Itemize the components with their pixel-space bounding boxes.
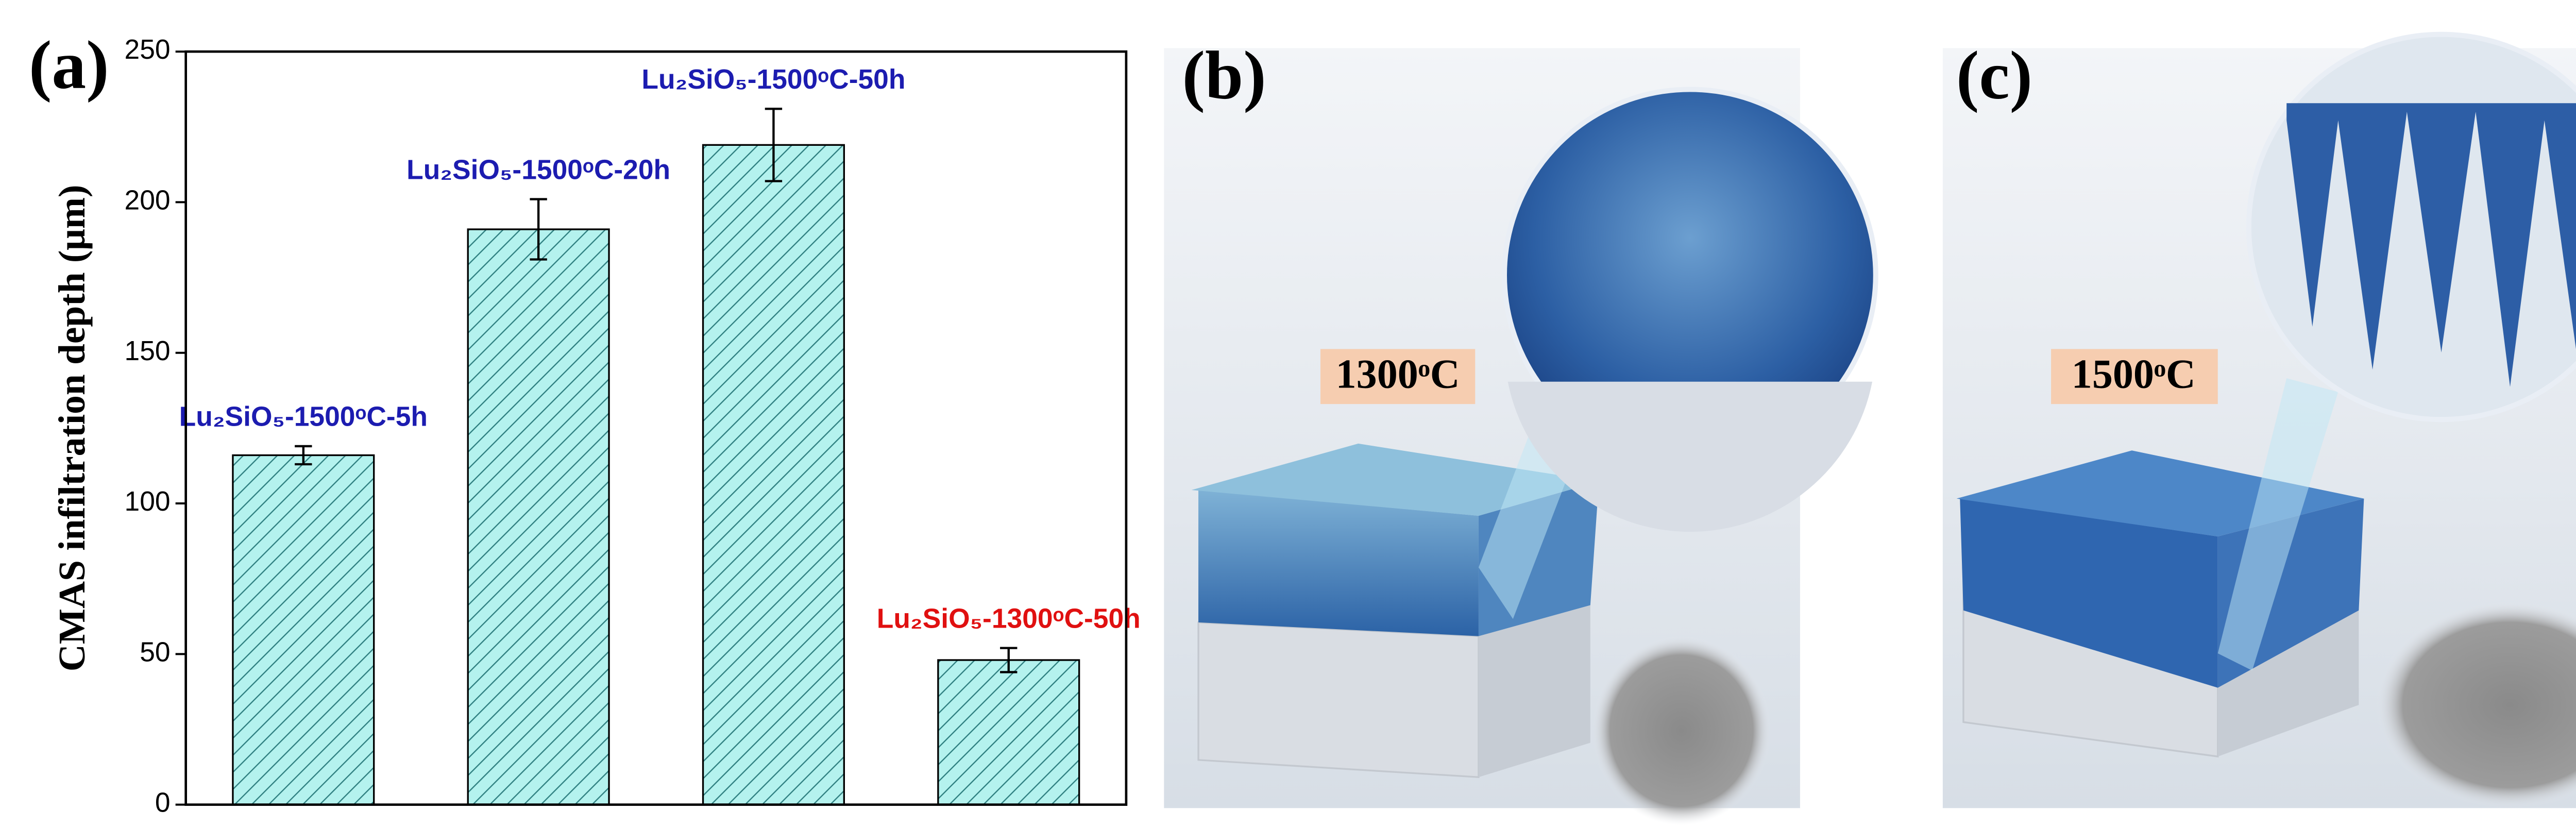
y-axis-label: CMAS infiltration depth (μm): [51, 185, 93, 672]
y-tick-label: 50: [140, 637, 170, 667]
magnifier-substrate: [1507, 381, 1873, 532]
temperature-box: [1320, 349, 1476, 404]
bar: [937, 659, 1080, 806]
bar-label: Lu₂SiO₅-1500ᵒC-20h: [406, 155, 670, 185]
bar-label: Lu₂SiO₅-1500ᵒC-50h: [641, 64, 905, 95]
bar: [467, 228, 610, 806]
temperature-label: 1500ᵒC: [2072, 351, 2196, 397]
substrate-front: [1197, 621, 1480, 779]
bar-label: Lu₂SiO₅-1500ᵒC-5h: [179, 402, 428, 432]
columns: [2286, 103, 2576, 387]
bar-label: Lu₂SiO₅-1300ᵒC-50h: [877, 603, 1141, 634]
sem-image: [1592, 636, 1771, 825]
temperature-box: [2051, 349, 2218, 404]
bar-chart: (a) CMAS infiltration depth (μm) 0 50 100 1…: [29, 27, 1141, 818]
panel-label: (b): [1182, 37, 1266, 113]
panel-label: (c): [1956, 37, 2032, 113]
y-tick-label: 200: [125, 185, 171, 216]
y-tick-label: 150: [125, 336, 171, 366]
panel-c: 1500ᵒC (c): [1942, 31, 2576, 808]
layer-top: [1191, 443, 1599, 516]
substrate-side: [1478, 605, 1590, 778]
panel-label: (a): [29, 27, 109, 103]
y-tick-label: 100: [125, 486, 171, 517]
temperature-label: 1300ᵒC: [1336, 351, 1460, 397]
panel-b: 1300ᵒC (b): [1164, 37, 1878, 825]
layer-front: [1198, 490, 1479, 636]
y-tick-label: 0: [155, 788, 171, 818]
bar: [702, 144, 845, 806]
sem-image: [2376, 601, 2576, 808]
beam: [2217, 378, 2338, 671]
plot-frame: [184, 50, 1128, 806]
layer-front: [1960, 498, 2218, 688]
bar: [232, 454, 375, 806]
y-tick-label: 250: [125, 35, 171, 65]
